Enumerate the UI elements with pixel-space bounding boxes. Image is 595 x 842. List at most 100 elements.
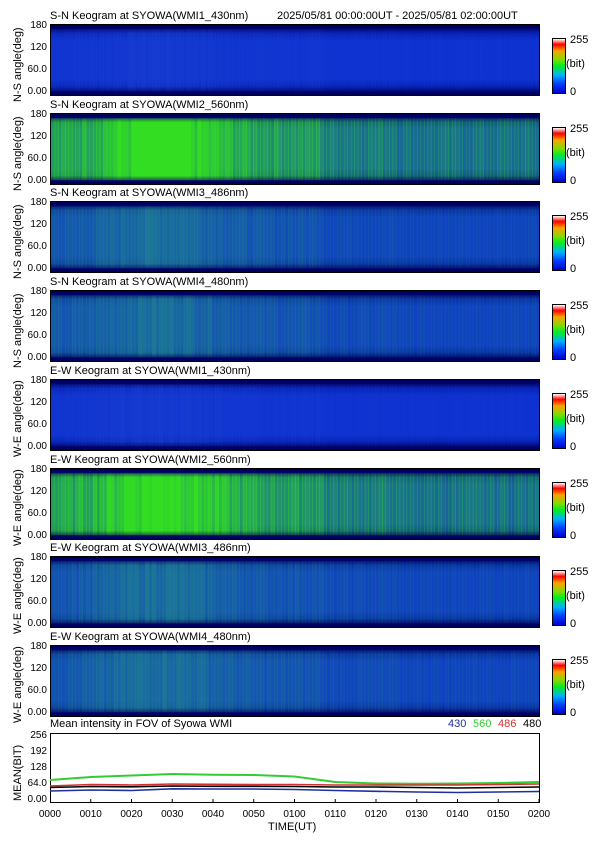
keogram-edge-shade xyxy=(51,379,539,450)
colorbar-max-label: 255 xyxy=(570,654,589,667)
y-tick-label: 60.0 xyxy=(27,152,47,164)
keogram-panel xyxy=(50,644,540,717)
legend-entry-486: 486 xyxy=(498,718,517,730)
colorbar-max-label: 255 xyxy=(570,477,589,490)
x-tick-label: 0100 xyxy=(283,809,306,820)
x-tick-label: 0130 xyxy=(405,809,428,820)
y-tick-label: 180 xyxy=(30,20,47,31)
y-tick-label: 0.00 xyxy=(27,352,47,364)
colorbar-min-label: 0 xyxy=(570,440,577,453)
colorbar-min-label: 0 xyxy=(570,86,577,98)
colorbar-unit-label: (bit) xyxy=(566,412,585,425)
keogram-panel xyxy=(50,556,540,629)
keogram-edge-shade xyxy=(51,291,539,362)
keogram-edge-shade xyxy=(51,202,539,273)
x-tick-label: 0200 xyxy=(527,809,551,820)
legend-entry-430: 430 xyxy=(448,718,467,730)
y-tick-label: 120 xyxy=(30,485,47,497)
colorbar xyxy=(552,658,566,715)
y-tick-label: 120 xyxy=(30,396,47,408)
x-tick-label: 0040 xyxy=(201,809,225,820)
y-axis-label: N-S angle(deg) xyxy=(12,116,24,191)
y-axis-label: N-S angle(deg) xyxy=(12,293,24,369)
colorbar-min-label: 0 xyxy=(570,618,577,631)
time-range: 2025/05/81 00:00:00UT - 2025/05/81 02:00… xyxy=(277,10,518,22)
colorbar-min-label: 0 xyxy=(570,352,577,365)
colorbar-max-label: 255 xyxy=(570,122,589,135)
keogram-image xyxy=(51,291,539,362)
y-tick-label: 120 xyxy=(30,662,47,674)
colorbar-min-label: 0 xyxy=(570,174,577,187)
y-tick-label: 120 xyxy=(30,308,47,320)
colorbar-max-label: 255 xyxy=(570,211,589,224)
colorbar xyxy=(552,481,566,538)
y-tick-label: 180 xyxy=(30,197,47,209)
x-tick-label: 0000 xyxy=(38,809,62,820)
keogram-panel xyxy=(50,24,540,96)
y-axis-label: W-E angle(deg) xyxy=(12,468,24,546)
keogram-edge-shade xyxy=(51,645,539,716)
colorbar-unit-label: (bit) xyxy=(566,235,585,248)
keogram-panel xyxy=(50,467,540,540)
keogram-title: E-W Keogram at SYOWA(WMI2_560nm) xyxy=(50,453,251,466)
keogram-image xyxy=(51,557,539,628)
colorbar-min-label: 0 xyxy=(570,263,577,276)
series-line-430 xyxy=(50,787,540,794)
colorbar-unit-label: (bit) xyxy=(566,590,585,603)
y-tick-label: 60.0 xyxy=(27,507,47,519)
y-tick-label: 0.00 xyxy=(27,86,47,97)
x-tick-label: 0110 xyxy=(324,809,346,820)
keogram-image xyxy=(51,379,539,450)
y-axis-label: MEAN(BIT) xyxy=(12,744,24,801)
y-axis-label: W-E angle(deg) xyxy=(12,557,24,635)
mean-chart-title: Mean intensity in FOV of Syowa WMI xyxy=(50,718,233,730)
keogram-title: E-W Keogram at SYOWA(WMI1_430nm) xyxy=(50,364,251,377)
y-tick-label: 120 xyxy=(30,219,47,231)
mean-intensity-plot xyxy=(50,733,540,803)
y-tick-label: 60.0 xyxy=(27,684,47,696)
keogram-image xyxy=(51,113,539,184)
colorbar-unit-label: (bit) xyxy=(566,146,585,159)
y-axis-label: W-E angle(deg) xyxy=(12,379,24,457)
colorbar-unit-label: (bit) xyxy=(566,58,585,70)
y-tick-label: 0.00 xyxy=(27,263,47,275)
keogram-edge-shade xyxy=(51,557,539,628)
y-tick-label: 180 xyxy=(30,640,47,652)
y-tick-label: 256 xyxy=(30,730,47,741)
y-tick-label: 0.00 xyxy=(27,529,47,541)
y-axis-label: N-S angle(deg) xyxy=(12,204,24,280)
y-tick-label: 60.0 xyxy=(27,418,47,430)
keogram-panel xyxy=(50,378,540,451)
colorbar xyxy=(552,392,566,449)
y-tick-label: 0.00 xyxy=(27,706,47,718)
colorbar-unit-label: (bit) xyxy=(566,678,585,691)
keogram-title: E-W Keogram at SYOWA(WMI4_480nm) xyxy=(50,630,251,643)
y-tick-label: 192 xyxy=(30,746,47,757)
keogram-title: S-N Keogram at SYOWA(WMI2_560nm) xyxy=(50,98,249,111)
keogram-edge-shade xyxy=(51,113,539,184)
y-tick-label: 120 xyxy=(30,42,47,53)
x-tick-label: 0140 xyxy=(446,809,469,820)
keogram-image xyxy=(51,25,539,95)
keogram-title: S-N Keogram at SYOWA(WMI1_430nm) xyxy=(50,10,249,22)
colorbar-unit-label: (bit) xyxy=(566,501,585,514)
keogram-image xyxy=(51,468,539,539)
series-line-486 xyxy=(50,783,540,787)
colorbar xyxy=(552,570,566,627)
x-tick-label: 0030 xyxy=(161,809,184,820)
y-tick-label: 60.0 xyxy=(27,241,47,253)
y-tick-label: 0.00 xyxy=(27,440,47,452)
keogram-panel xyxy=(50,290,540,363)
x-tick-label: 0020 xyxy=(120,809,143,820)
keogram-panel xyxy=(50,201,540,274)
y-tick-label: 0.00 xyxy=(27,794,47,805)
colorbar-max-label: 255 xyxy=(570,300,589,313)
y-tick-label: 0.00 xyxy=(27,618,47,630)
series-line-480 xyxy=(50,785,540,789)
colorbar-unit-label: (bit) xyxy=(566,324,585,337)
colorbar xyxy=(552,304,566,361)
y-tick-label: 60.0 xyxy=(27,596,47,608)
x-tick-label: 0120 xyxy=(364,809,388,820)
colorbar-max-label: 255 xyxy=(570,34,589,46)
legend-entry-480: 480 xyxy=(523,718,542,730)
